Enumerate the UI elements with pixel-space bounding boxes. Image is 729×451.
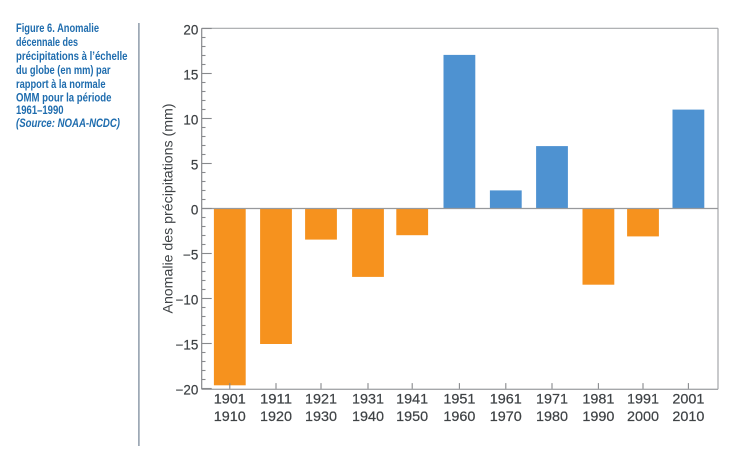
svg-text:5: 5 [191,158,198,173]
svg-text:1911: 1911 [260,392,292,407]
svg-text:1991: 1991 [627,392,659,407]
svg-text:−15: −15 [176,338,199,353]
svg-text:1971: 1971 [536,392,568,407]
svg-text:1901: 1901 [214,392,246,407]
svg-text:−10: −10 [176,293,199,308]
svg-text:1951: 1951 [443,392,475,407]
svg-text:0: 0 [191,203,198,218]
svg-text:15: 15 [183,68,198,83]
svg-text:1930: 1930 [305,409,337,424]
svg-text:1960: 1960 [443,409,475,424]
svg-text:1950: 1950 [396,409,428,424]
svg-text:−20: −20 [176,383,199,398]
svg-text:rapport à la normale: rapport à la normale [16,77,106,91]
svg-text:1990: 1990 [582,409,614,424]
svg-text:1920: 1920 [260,409,292,424]
svg-text:20: 20 [183,23,198,38]
svg-text:1961: 1961 [490,392,522,407]
svg-text:1940: 1940 [352,409,384,424]
svg-text:1931: 1931 [352,392,384,407]
svg-text:1921: 1921 [305,392,337,407]
svg-text:2001: 2001 [672,392,704,407]
svg-text:1910: 1910 [214,409,246,424]
svg-text:OMM pour la période: OMM pour la période [16,91,112,105]
svg-text:du globe (en mm) par: du globe (en mm) par [16,63,111,77]
svg-text:(Source: NOAA-NCDC): (Source: NOAA-NCDC) [16,116,120,130]
svg-text:10: 10 [183,113,198,128]
svg-text:1941: 1941 [396,392,428,407]
svg-text:2010: 2010 [672,409,704,424]
svg-text:Anomalie des précipitations (m: Anomalie des précipitations (mm) [161,104,176,314]
svg-text:1981: 1981 [582,392,614,407]
svg-text:1970: 1970 [490,409,522,424]
svg-text:décennale des: décennale des [16,35,78,49]
svg-text:précipitations à l’échelle: précipitations à l’échelle [16,49,128,63]
svg-text:Figure 6. Anomalie: Figure 6. Anomalie [16,21,99,35]
svg-text:1980: 1980 [536,409,568,424]
svg-text:−5: −5 [183,248,198,263]
svg-text:2000: 2000 [627,409,659,424]
svg-text:1961–1990: 1961–1990 [16,103,64,117]
